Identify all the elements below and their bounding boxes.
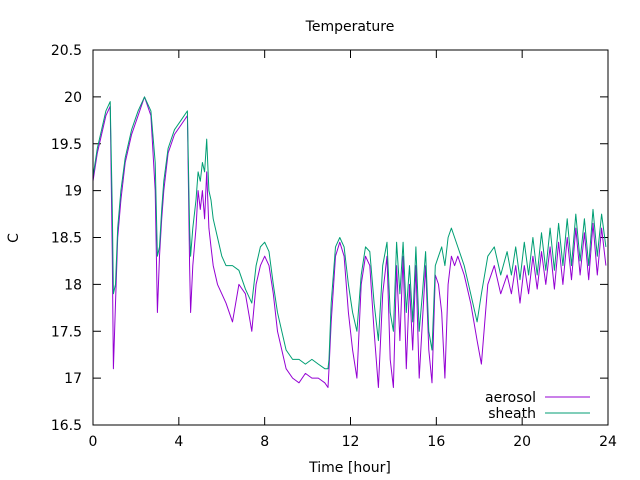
x-tick-label: 12	[342, 434, 360, 450]
y-tick-label: 20	[64, 90, 82, 106]
series-line-sheath	[92, 96, 607, 370]
chart-title: Temperature	[305, 19, 395, 35]
y-tick-label: 20.5	[51, 43, 82, 59]
series-line-aerosol	[92, 96, 607, 388]
x-tick-label: 24	[599, 434, 617, 450]
y-tick-label: 17	[64, 371, 82, 387]
plot-lines	[92, 96, 607, 388]
x-tick-label: 20	[513, 434, 531, 450]
y-tick-label: 18.5	[51, 231, 82, 247]
y-tick-label: 18	[64, 277, 82, 293]
legend-label-sheath: sheath	[488, 406, 536, 422]
y-tick-label: 19	[64, 184, 82, 200]
plot-frame	[92, 49, 609, 426]
y-axis-label: C	[6, 233, 22, 243]
y-tick-label: 16.5	[51, 418, 82, 434]
legend-label-aerosol: aerosol	[485, 390, 536, 406]
x-tick-label: 0	[89, 434, 98, 450]
x-tick-label: 16	[427, 434, 445, 450]
x-axis-label: Time [hour]	[308, 460, 391, 476]
y-tick-label: 19.5	[51, 137, 82, 153]
x-tick-label: 4	[174, 434, 183, 450]
x-tick-label: 8	[260, 434, 269, 450]
y-tick-label: 17.5	[51, 324, 82, 340]
